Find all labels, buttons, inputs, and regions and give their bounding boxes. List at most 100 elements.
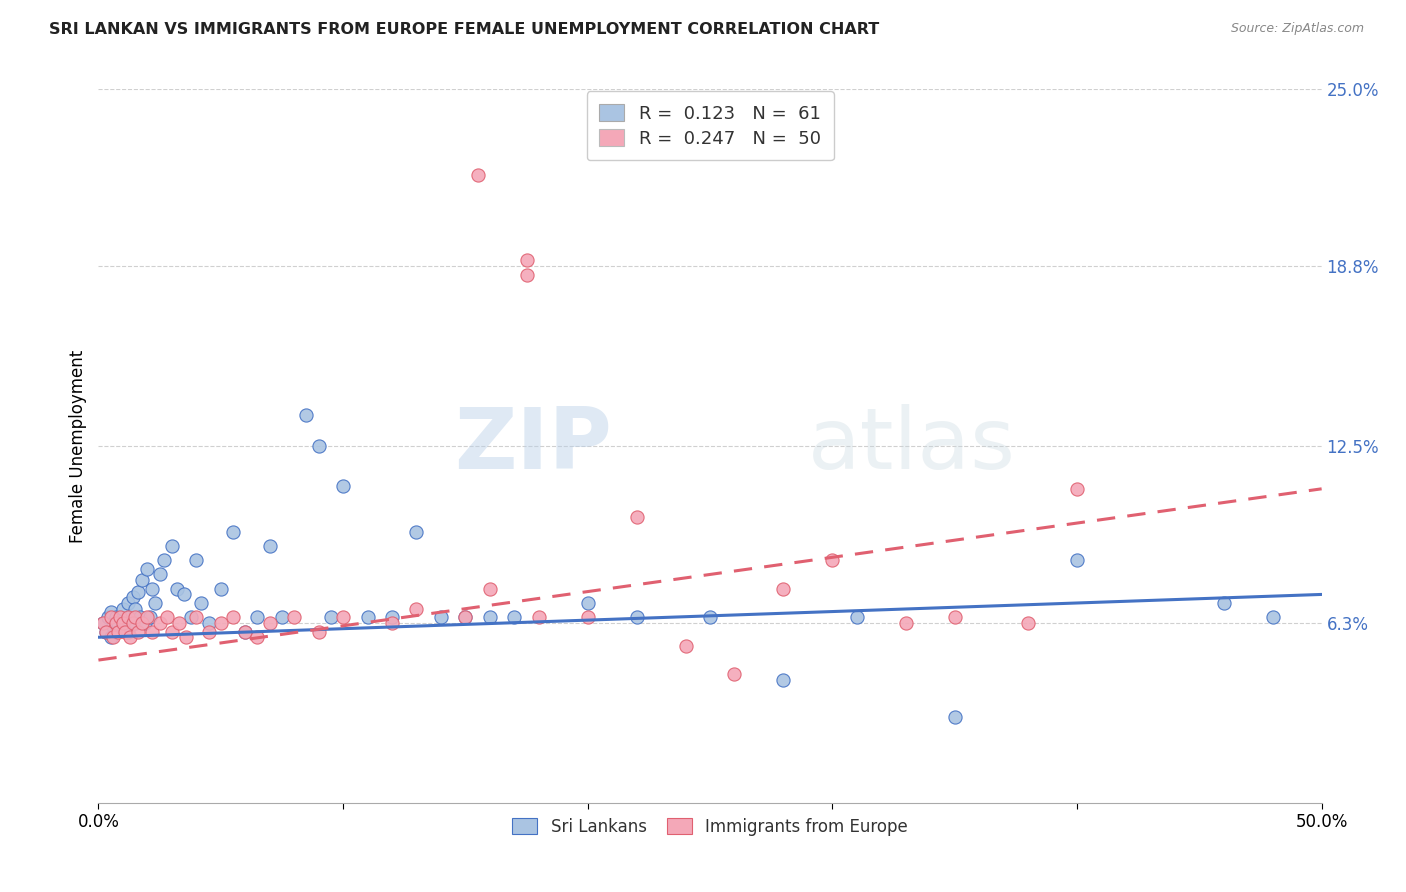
Text: atlas: atlas xyxy=(808,404,1017,488)
Point xyxy=(124,615,146,630)
Point xyxy=(454,610,477,624)
Point xyxy=(124,601,146,615)
Point xyxy=(246,630,269,644)
Point xyxy=(127,624,149,639)
Point xyxy=(430,610,453,624)
Point xyxy=(180,610,202,624)
Point xyxy=(576,610,599,624)
Point xyxy=(176,630,198,644)
Text: SRI LANKAN VS IMMIGRANTS FROM EUROPE FEMALE UNEMPLOYMENT CORRELATION CHART: SRI LANKAN VS IMMIGRANTS FROM EUROPE FEM… xyxy=(49,22,880,37)
Point xyxy=(141,582,163,596)
Point xyxy=(197,624,219,639)
Point xyxy=(295,408,318,422)
Point xyxy=(381,610,404,624)
Point xyxy=(405,524,427,539)
Point xyxy=(626,510,648,524)
Point xyxy=(153,553,176,567)
Point xyxy=(1212,596,1234,610)
Point xyxy=(117,624,139,639)
Point xyxy=(139,610,162,624)
Point xyxy=(97,610,120,624)
Point xyxy=(141,624,163,639)
Point xyxy=(1066,482,1088,496)
Point xyxy=(124,610,146,624)
Point xyxy=(1017,615,1039,630)
Point xyxy=(167,615,190,630)
Point xyxy=(626,610,648,624)
Point xyxy=(467,168,489,182)
Point xyxy=(173,587,195,601)
Point xyxy=(100,605,122,619)
Point xyxy=(121,591,143,605)
Point xyxy=(143,596,166,610)
Point xyxy=(233,624,256,639)
Legend: Sri Lankans, Immigrants from Europe: Sri Lankans, Immigrants from Europe xyxy=(503,810,917,845)
Point xyxy=(136,562,159,576)
Point xyxy=(222,524,245,539)
Point xyxy=(149,615,172,630)
Point xyxy=(136,610,159,624)
Point xyxy=(131,573,153,587)
Point xyxy=(110,610,132,624)
Point xyxy=(454,610,477,624)
Point xyxy=(233,624,256,639)
Point xyxy=(94,624,117,639)
Point xyxy=(405,601,427,615)
Point xyxy=(894,615,917,630)
Point xyxy=(723,667,745,681)
Point xyxy=(943,710,966,724)
Point xyxy=(186,553,208,567)
Point xyxy=(356,610,378,624)
Point xyxy=(478,582,501,596)
Point xyxy=(160,539,183,553)
Point xyxy=(107,615,129,630)
Point xyxy=(104,615,127,630)
Point xyxy=(100,630,122,644)
Point xyxy=(576,596,599,610)
Point xyxy=(772,582,794,596)
Point xyxy=(527,610,550,624)
Point xyxy=(111,601,134,615)
Point xyxy=(259,615,281,630)
Point xyxy=(120,610,142,624)
Point xyxy=(209,582,232,596)
Point xyxy=(134,615,156,630)
Point xyxy=(91,615,114,630)
Point xyxy=(156,610,179,624)
Point xyxy=(129,610,152,624)
Point xyxy=(149,567,172,582)
Point xyxy=(332,610,354,624)
Point xyxy=(270,610,294,624)
Point xyxy=(111,619,134,633)
Point xyxy=(246,610,269,624)
Point xyxy=(197,615,219,630)
Point xyxy=(160,624,183,639)
Point xyxy=(259,539,281,553)
Point xyxy=(101,630,124,644)
Point xyxy=(121,615,143,630)
Point xyxy=(131,615,153,630)
Point xyxy=(117,596,139,610)
Point xyxy=(308,624,330,639)
Point xyxy=(166,582,188,596)
Point xyxy=(101,619,124,633)
Point xyxy=(107,624,129,639)
Point xyxy=(1261,610,1284,624)
Point xyxy=(478,610,501,624)
Y-axis label: Female Unemployment: Female Unemployment xyxy=(69,350,87,542)
Point xyxy=(332,479,354,493)
Point xyxy=(675,639,697,653)
Point xyxy=(943,610,966,624)
Point xyxy=(308,439,330,453)
Point xyxy=(120,630,142,644)
Point xyxy=(772,673,794,687)
Point xyxy=(515,268,537,282)
Point xyxy=(91,615,114,630)
Text: ZIP: ZIP xyxy=(454,404,612,488)
Point xyxy=(186,610,208,624)
Point xyxy=(319,610,342,624)
Point xyxy=(127,584,149,599)
Point xyxy=(209,615,232,630)
Point xyxy=(100,610,122,624)
Point xyxy=(503,610,526,624)
